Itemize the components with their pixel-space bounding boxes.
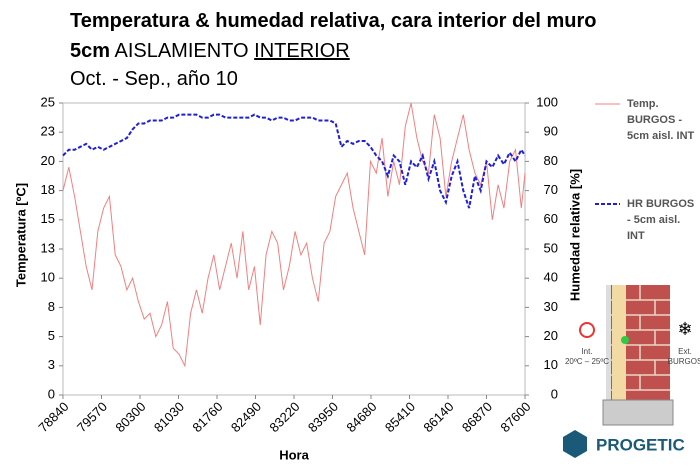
y2-tick-label: 100 — [536, 94, 558, 109]
subtitle-part: 5cm — [70, 40, 111, 62]
foundation — [602, 399, 674, 426]
y2-tick-label: 80 — [544, 153, 558, 168]
chart-period: Oct. - Sep., año 10 — [70, 68, 238, 90]
x-tick-label: 85410 — [382, 399, 418, 435]
x-tick-label: 87600 — [497, 399, 533, 435]
ext-label: Ext. — [678, 347, 692, 356]
series-line — [62, 113, 526, 209]
x-tick-label: 86140 — [420, 399, 456, 435]
illustration: ❄ Int. 20ºC – 25ºC Ext. BURGOS PROGETIC — [563, 285, 700, 458]
sensor — [621, 336, 629, 344]
y-tick-label: 23 — [41, 124, 55, 139]
y-tick-label: 10 — [41, 270, 55, 285]
x-tick-label: 83950 — [305, 399, 341, 435]
y-tick-label: 8 — [48, 299, 55, 314]
y-tick-label: 5 — [48, 328, 55, 343]
int-range: 20ºC – 25ºC — [565, 357, 609, 366]
insulation — [612, 285, 626, 400]
y2-tick-label: 0 — [551, 386, 558, 401]
logo-icon — [563, 430, 587, 458]
y2-tick-label: 70 — [544, 182, 558, 197]
snow-icon: ❄ — [677, 319, 692, 339]
y2-axis-title: Humedad relativa [%] — [567, 169, 582, 301]
x-axis-title: Hora — [279, 447, 309, 462]
y-tick-label: 18 — [41, 182, 55, 197]
legend-label: Temp. BURGOS - 5cm aisl. INT — [627, 98, 695, 142]
chart-subtitle: 5cm AISLAMIENTO INTERIOR — [70, 40, 350, 63]
y-axis-title: Temperatura [ºC] — [13, 183, 28, 287]
y2-tick-label: 60 — [544, 211, 558, 226]
y-tick-label: 13 — [41, 240, 55, 255]
x-tick-label: 84680 — [343, 399, 379, 435]
y2-tick-label: 90 — [544, 124, 558, 139]
x-tick-label: 80300 — [112, 399, 148, 435]
int-label: Int. — [581, 347, 592, 356]
logo-text: PROGETIC — [596, 435, 685, 454]
x-tick-label: 81760 — [189, 399, 225, 435]
y2-tick-label: 40 — [544, 270, 558, 285]
x-tick-label: 82490 — [228, 399, 264, 435]
chart-title: Temperatura & humedad relativa, cara int… — [70, 10, 597, 32]
ext-place: BURGOS — [668, 357, 700, 366]
x-tick-label: 81030 — [151, 399, 187, 435]
y-tick-label: 3 — [48, 357, 55, 372]
x-tick-label: 79570 — [74, 399, 110, 435]
y-tick-label: 25 — [41, 94, 55, 109]
y-tick-label: 20 — [41, 153, 55, 168]
legend-label: HR BURGOS - 5cm aisl. INT — [627, 198, 695, 242]
subtitle-part: AISLAMIENTO — [114, 40, 249, 62]
x-tick-label: 86870 — [459, 399, 495, 435]
y2-tick-label: 20 — [544, 328, 558, 343]
plaster — [606, 285, 611, 400]
subtitle-part: INTERIOR — [254, 40, 350, 62]
y2-tick-label: 10 — [544, 357, 558, 372]
x-tick-label: 83220 — [266, 399, 302, 435]
y2-tick-label: 30 — [544, 299, 558, 314]
y-tick-label: 15 — [41, 211, 55, 226]
y2-tick-label: 50 — [544, 240, 558, 255]
x-tick-label: 78840 — [35, 399, 71, 435]
y-tick-label: 0 — [48, 386, 55, 401]
series-line — [62, 102, 526, 368]
sun-icon — [579, 322, 595, 338]
